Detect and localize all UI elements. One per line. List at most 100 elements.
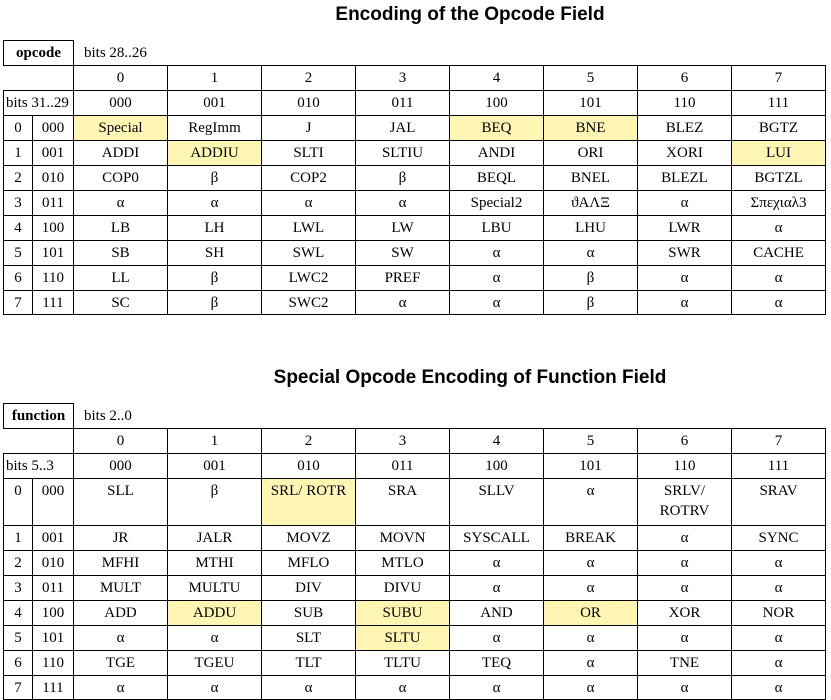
opcode-row-index: 7 xyxy=(3,290,33,315)
function-cell: DIVU xyxy=(355,575,450,601)
opcode-row: 6 110 LL β LWC2 PREF α β α α xyxy=(3,265,826,291)
opcode-cell: LHU xyxy=(543,215,638,241)
opcode-row: 7 111 SC β SWC2 α α β α α xyxy=(3,290,826,315)
opcode-cell: PREF xyxy=(355,265,450,291)
function-row-binary: 011 xyxy=(32,575,74,601)
opcode-cell: α xyxy=(73,190,168,216)
opcode-row-binary: 010 xyxy=(32,165,74,191)
opcode-col-index: 5 xyxy=(543,65,638,91)
function-col-index: 4 xyxy=(449,428,544,454)
opcode-cell: β xyxy=(355,165,450,191)
opcode-cell: LWC2 xyxy=(261,265,356,291)
opcode-row-index: 3 xyxy=(3,190,33,216)
opcode-cell: β xyxy=(167,265,262,291)
function-row-index: 5 xyxy=(3,625,33,651)
function-col-binary: 011 xyxy=(355,453,450,479)
function-cell: MTLO xyxy=(355,550,450,576)
function-cell: NOR xyxy=(731,600,826,626)
opcode-row-index: 2 xyxy=(3,165,33,191)
opcode-cell: β xyxy=(167,165,262,191)
opcode-cell: α xyxy=(449,240,544,266)
opcode-cell: SH xyxy=(167,240,262,266)
function-row-bits-label: bits 5..3 xyxy=(3,453,74,479)
function-cell: α xyxy=(261,675,356,700)
opcode-cell: SWL xyxy=(261,240,356,266)
function-cell: TEQ xyxy=(449,650,544,676)
opcode-cell: α xyxy=(355,290,450,315)
function-cell: α xyxy=(637,575,732,601)
function-cell: α xyxy=(731,575,826,601)
opcode-cell: SWC2 xyxy=(261,290,356,315)
opcode-cell: α xyxy=(167,190,262,216)
function-cell: α xyxy=(449,625,544,651)
function-row-index: 4 xyxy=(3,600,33,626)
function-corner-label: function xyxy=(3,403,74,429)
function-col-binary: 010 xyxy=(261,453,356,479)
function-row: 4 100 ADD ADDU SUB SUBU AND OR XOR NOR xyxy=(3,600,826,626)
function-row-binary: 101 xyxy=(32,625,74,651)
function-cell: α xyxy=(731,625,826,651)
opcode-cell: SLTIU xyxy=(355,140,450,166)
opcode-row-index: 1 xyxy=(3,140,33,166)
function-col-binary: 110 xyxy=(637,453,732,479)
opcode-cell: BEQL xyxy=(449,165,544,191)
opcode-cell: ORI xyxy=(543,140,638,166)
function-col-binary: 001 xyxy=(167,453,262,479)
opcode-cell: SB xyxy=(73,240,168,266)
opcode-cell: COP0 xyxy=(73,165,168,191)
opcode-cell: α xyxy=(637,190,732,216)
opcode-row-binary: 000 xyxy=(32,115,74,141)
opcode-cell: β xyxy=(167,290,262,315)
opcode-cell: ANDI xyxy=(449,140,544,166)
opcode-cell: ADDIU xyxy=(167,140,262,166)
function-row-binary: 000 xyxy=(32,478,74,526)
opcode-cell: JAL xyxy=(355,115,450,141)
function-cell: ADD xyxy=(73,600,168,626)
opcode-cell: Special2 xyxy=(449,190,544,216)
function-cell: TNE xyxy=(637,650,732,676)
function-cell: α xyxy=(167,675,262,700)
function-row-index: 0 xyxy=(3,478,33,526)
function-cell: β xyxy=(167,478,262,526)
opcode-cell: α xyxy=(637,290,732,315)
function-cell: TGE xyxy=(73,650,168,676)
opcode-cell: α xyxy=(449,265,544,291)
opcode-cell: α xyxy=(543,240,638,266)
opcode-col-index: 1 xyxy=(167,65,262,91)
opcode-col-binary: 001 xyxy=(167,90,262,116)
opcode-col-index: 2 xyxy=(261,65,356,91)
function-cell: α xyxy=(543,550,638,576)
function-cell: MFHI xyxy=(73,550,168,576)
opcode-cell: XORI xyxy=(637,140,732,166)
function-col-index: 2 xyxy=(261,428,356,454)
opcode-row-binary: 110 xyxy=(32,265,74,291)
function-cell: DIV xyxy=(261,575,356,601)
opcode-cell: BGTZL xyxy=(731,165,826,191)
opcode-cell: SWR xyxy=(637,240,732,266)
function-cell: α xyxy=(543,625,638,651)
function-col-index: 6 xyxy=(637,428,732,454)
function-row-index: 6 xyxy=(3,650,33,676)
opcode-cell: SC xyxy=(73,290,168,315)
function-col-bits-label: bits 2..0 xyxy=(84,407,132,424)
opcode-cell: LL xyxy=(73,265,168,291)
function-cell: JALR xyxy=(167,525,262,551)
function-row-index: 3 xyxy=(3,575,33,601)
function-cell: SRA xyxy=(355,478,450,526)
opcode-row: 3 011 α α α α Special2 ϑΑΛΞ α Σπεχιαλ3 xyxy=(3,190,826,216)
opcode-cell: J xyxy=(261,115,356,141)
opcode-row-bits-label: bits 31..29 xyxy=(3,90,74,116)
function-row: 3 011 MULT MULTU DIV DIVU α α α α xyxy=(3,575,826,601)
function-cell: MULT xyxy=(73,575,168,601)
function-cell: α xyxy=(449,550,544,576)
opcode-col-binary: 010 xyxy=(261,90,356,116)
function-cell: SUB xyxy=(261,600,356,626)
function-cell: SRAV xyxy=(731,478,826,526)
function-cell: MOVZ xyxy=(261,525,356,551)
function-row-binary: 110 xyxy=(32,650,74,676)
function-row: 6 110 TGE TGEU TLT TLTU TEQ α TNE α xyxy=(3,650,826,676)
opcode-cell: COP2 xyxy=(261,165,356,191)
function-col-index: 0 xyxy=(73,428,168,454)
